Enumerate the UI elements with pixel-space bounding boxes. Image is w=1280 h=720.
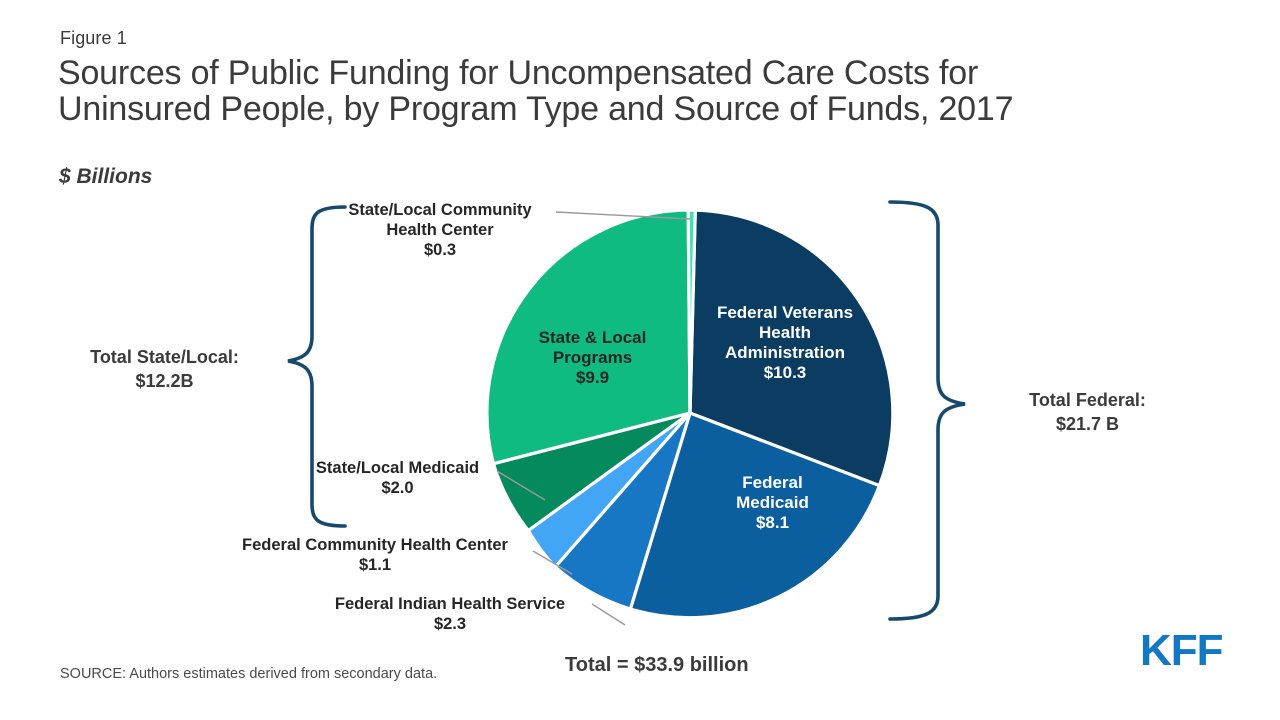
total-federal-value: $21.7 B (1055, 414, 1120, 434)
callout-fchc-line1: Federal Community Health Center (242, 536, 508, 554)
slice-value-federal-medicaid: $8.1 (755, 513, 790, 532)
callout-slchc-value: $0.3 (423, 241, 457, 259)
source-note: SOURCE: Authors estimates derived from s… (60, 666, 438, 682)
slice-label-federal-medicaid-line1: Federal (742, 473, 803, 492)
slice-label-federal-vha-line1: Federal Veterans (716, 303, 854, 322)
chart-title-line-2: Uninsured People, by Program Type and So… (58, 90, 1014, 128)
total-federal-line1: Total Federal: (1029, 390, 1146, 410)
figure-number: Figure 1 (60, 28, 127, 48)
callout-state-local-community-health-center: State/Local Community Health Center $0.3 (320, 200, 560, 260)
callout-fchc-value: $1.1 (358, 556, 392, 574)
slice-label-federal-medicaid-line2: Medicaid (736, 493, 809, 512)
callout-slchc-line1: State/Local Community (348, 201, 532, 219)
slice-label-state-local-programs: State & Local Programs $9.9 (505, 328, 680, 388)
slice-label-federal-vha-line2: Health (759, 323, 811, 342)
kff-logo: KFF (1140, 626, 1224, 675)
slice-federal-medicaid (628, 411, 881, 620)
chart-title-line-1: Sources of Public Funding for Uncompensa… (58, 54, 979, 92)
slice-value-state-local-programs: $9.9 (575, 368, 610, 387)
brace-federal (888, 200, 966, 621)
callout-federal-community-health-center: Federal Community Health Center $1.1 (215, 535, 535, 575)
slice-label-state-local-programs-line1: State & Local (538, 328, 647, 347)
slice-label-state-local-programs-line2: Programs (552, 348, 633, 367)
slice-state-local-chc (686, 208, 697, 415)
callout-slchc-line2: Health Center (386, 221, 494, 239)
slice-label-federal-vha: Federal Veterans Health Administration $… (690, 303, 880, 383)
slice-label-federal-medicaid: Federal Medicaid $8.1 (685, 473, 860, 533)
slice-value-federal-vha: $10.3 (763, 363, 807, 382)
total-state-local-value: $12.2B (135, 371, 194, 391)
total-state-local-label: Total State/Local: $12.2B (52, 345, 277, 393)
callout-federal-indian-health-service: Federal Indian Health Service $2.3 (300, 594, 600, 634)
callout-slmcd-line1: State/Local Medicaid (315, 459, 480, 477)
callout-ihs-line1: Federal Indian Health Service (334, 595, 566, 613)
pie-chart (480, 200, 900, 620)
page-title: Sources of Public Funding for Uncompensa… (58, 55, 1208, 127)
pie-chart-svg (485, 208, 895, 620)
total-annotation: Total = $33.9 billion (565, 654, 749, 676)
callout-ihs-value: $2.3 (433, 615, 467, 633)
total-state-local-line1: Total State/Local: (90, 347, 239, 367)
callout-state-local-medicaid: State/Local Medicaid $2.0 (290, 458, 505, 498)
callout-slmcd-value: $2.0 (381, 479, 414, 497)
slice-label-federal-vha-line3: Administration (725, 343, 845, 362)
units-label: $ Billions (59, 165, 153, 188)
total-federal-label: Total Federal: $21.7 B (985, 388, 1190, 436)
